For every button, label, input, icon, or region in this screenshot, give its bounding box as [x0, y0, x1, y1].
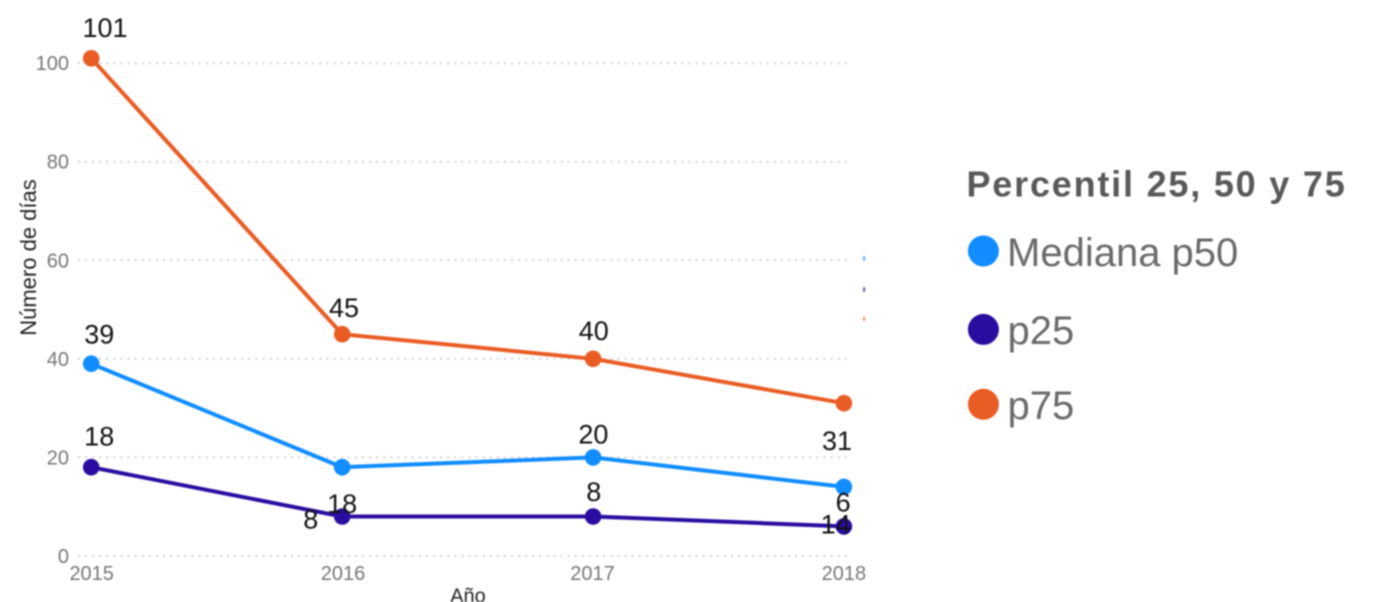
- svg-text:2016: 2016: [321, 563, 366, 585]
- svg-text:40: 40: [579, 316, 609, 346]
- svg-text:Percentil 25, 50 y 75: Percentil 25, 50 y 75: [967, 163, 1347, 204]
- svg-text:14: 14: [821, 509, 851, 539]
- svg-text:20: 20: [47, 447, 69, 469]
- svg-text:80: 80: [47, 152, 69, 174]
- svg-text:Año: Año: [450, 586, 486, 602]
- svg-text:2018: 2018: [822, 563, 867, 585]
- svg-text:101: 101: [82, 13, 127, 43]
- svg-text:2017: 2017: [570, 563, 615, 585]
- svg-text:Mediana p50: Mediana p50: [1007, 231, 1238, 275]
- svg-text:39: 39: [84, 320, 114, 350]
- svg-text:0: 0: [58, 546, 69, 568]
- svg-text:18: 18: [327, 489, 357, 519]
- svg-text:p25: p25: [1008, 309, 1075, 353]
- svg-text:8: 8: [586, 477, 601, 507]
- svg-text:8: 8: [303, 505, 318, 535]
- svg-text:p75: p75: [1008, 384, 1075, 428]
- svg-text:20: 20: [578, 419, 608, 449]
- svg-text:18: 18: [84, 422, 114, 452]
- svg-text:31: 31: [822, 426, 852, 456]
- svg-text:60: 60: [47, 250, 69, 272]
- svg-text:2015: 2015: [69, 563, 114, 585]
- svg-text:Número de días: Número de días: [16, 179, 41, 336]
- svg-text:100: 100: [36, 53, 69, 75]
- svg-text:6: 6: [836, 488, 851, 518]
- svg-text:40: 40: [47, 349, 69, 371]
- svg-text:45: 45: [329, 293, 359, 323]
